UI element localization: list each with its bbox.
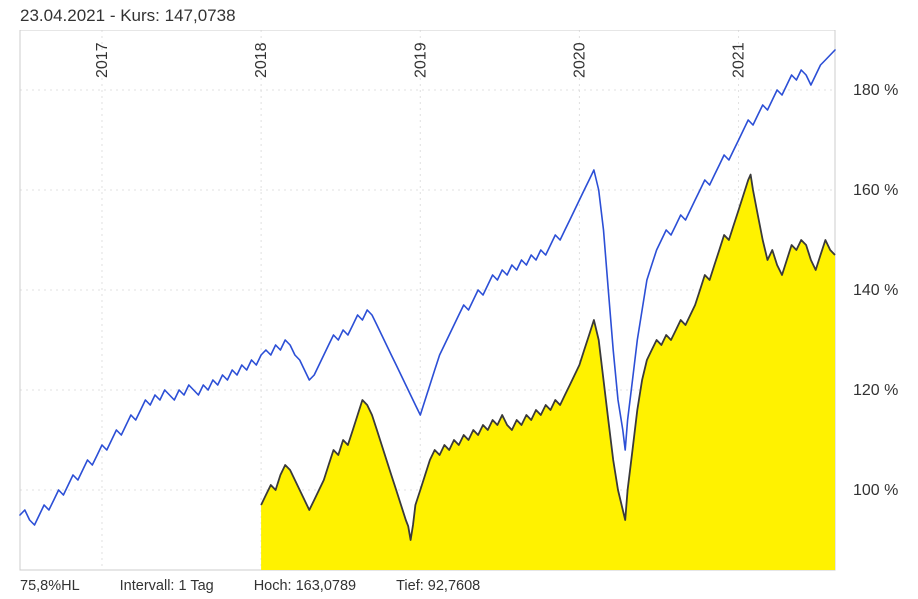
header-date: 23.04.2021 (20, 6, 105, 25)
footer-tief: Tief: 92,7608 (396, 578, 480, 594)
x-tick-label: 2017 (94, 42, 111, 78)
y-tick-label: 160 % (853, 182, 898, 199)
header-kurs-label: Kurs: (120, 6, 160, 25)
y-tick-label: 100 % (853, 482, 898, 499)
footer-hl: 75,8%HL (20, 578, 80, 594)
y-tick-label: 140 % (853, 282, 898, 299)
y-tick-label: 120 % (853, 382, 898, 399)
footer-hoch: Hoch: 163,0789 (254, 578, 356, 594)
footer-intervall: Intervall: 1 Tag (120, 578, 214, 594)
chart-header: 23.04.2021 - Kurs: 147,0738 (20, 6, 236, 26)
chart-area: 100 % 120 % 140 % 160 % 180 % 2017 2018 2019 202… (0, 30, 918, 571)
x-tick-label: 2019 (412, 42, 429, 78)
header-kurs-value: 147,0738 (165, 6, 236, 25)
x-tick-label: 2021 (731, 42, 748, 78)
chart-footer: 75,8%HL Intervall: 1 Tag Hoch: 163,0789 … (20, 578, 480, 594)
x-tick-label: 2018 (253, 42, 270, 78)
y-tick-label: 180 % (853, 82, 898, 99)
header-sep: - (110, 6, 120, 25)
x-tick-label: 2020 (571, 42, 588, 78)
